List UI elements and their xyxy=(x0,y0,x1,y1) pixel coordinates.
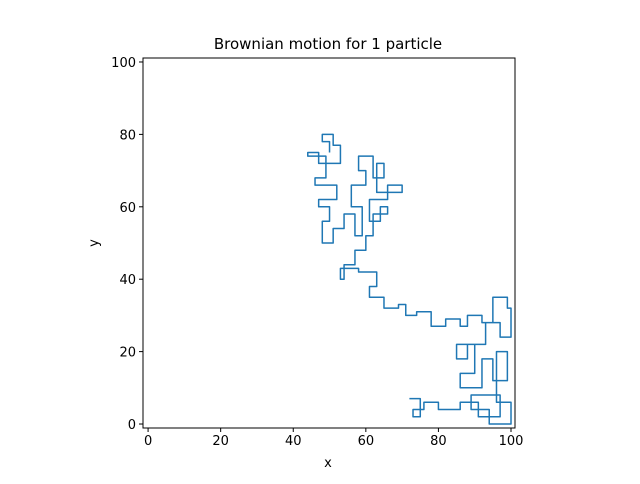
x-tick-label: 0 xyxy=(144,434,152,449)
x-tick-label: 100 xyxy=(499,434,524,449)
y-tick-label: 20 xyxy=(119,346,136,361)
y-tick-label: 80 xyxy=(119,128,136,143)
axes-frame xyxy=(142,57,516,429)
y-tick-label: 60 xyxy=(119,201,136,216)
walk-line xyxy=(307,133,512,425)
x-tick-label: 20 xyxy=(212,434,229,449)
x-tick-label: 40 xyxy=(285,434,302,449)
y-axis-label: y xyxy=(87,239,102,247)
y-tick-label: 40 xyxy=(119,273,136,288)
x-axis-label: x xyxy=(324,456,332,471)
chart-title: Brownian motion for 1 particle xyxy=(214,35,442,53)
y-tick-label: 0 xyxy=(128,418,136,433)
y-tick-label: 100 xyxy=(111,56,136,71)
x-tick-label: 80 xyxy=(430,434,447,449)
x-tick-label: 60 xyxy=(358,434,375,449)
